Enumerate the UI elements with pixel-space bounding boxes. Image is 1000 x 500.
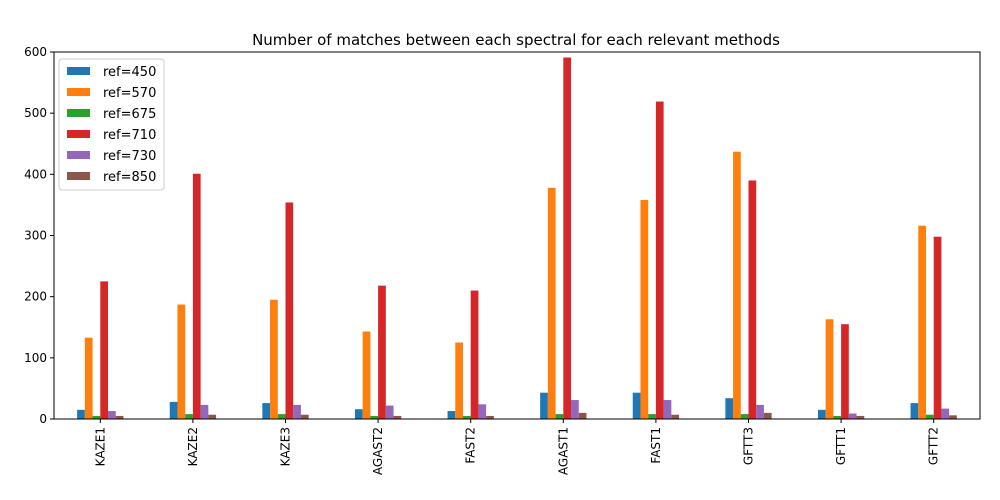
bar-ref-675-gftt3 [740, 414, 749, 419]
bar-ref-850-gftt1 [856, 415, 865, 419]
bar-ref-730-agast2 [385, 405, 394, 419]
bar-ref-850-gftt2 [949, 415, 957, 419]
legend-swatch [67, 88, 90, 96]
x-axis: KAZE1 KAZE2 KAZE3 AGAST2 FAST2 AGAST1 FAST1 GFT… [93, 419, 941, 475]
bar-ref-850-fast2 [486, 415, 494, 419]
bar-ref-570-agast1 [547, 187, 556, 419]
bar-ref-675-kaze2 [185, 414, 193, 419]
bar-ref-450-gftt3 [725, 398, 734, 419]
x-tick-label: KAZE2 [186, 427, 200, 466]
bar-ref-730-gftt3 [756, 404, 764, 419]
x-tick-label: FAST1 [649, 427, 663, 464]
bar-ref-450-agast2 [354, 409, 363, 419]
x-tick-label: KAZE3 [279, 427, 293, 466]
y-axis: 0 100 200 300 400 500 600 [24, 45, 54, 426]
bar-ref-710-agast2 [378, 285, 386, 419]
bar-ref-710-gftt2 [933, 236, 942, 419]
legend-label: ref=850 [103, 170, 156, 185]
y-tick-label: 300 [24, 229, 47, 243]
bar-ref-570-kaze1 [84, 337, 93, 419]
plot-frame [53, 51, 981, 420]
bar-ref-675-fast2 [462, 415, 471, 419]
bar-ref-710-kaze3 [285, 202, 294, 419]
legend-label: ref=730 [103, 149, 156, 164]
legend-swatch [67, 172, 90, 180]
bar-ref-570-fast1 [640, 200, 649, 419]
y-tick-label: 600 [24, 45, 47, 59]
bar-ref-675-gftt1 [833, 415, 842, 419]
bar-ref-710-kaze2 [192, 173, 201, 419]
bar-ref-450-gftt1 [817, 409, 826, 419]
bar-ref-675-agast1 [555, 414, 564, 419]
bar-ref-850-kaze2 [208, 414, 217, 419]
bar-ref-450-fast2 [447, 411, 456, 419]
bar-ref-450-fast1 [632, 392, 641, 419]
bar-ref-570-agast2 [362, 331, 371, 419]
y-tick-label: 200 [24, 290, 47, 304]
bar-ref-570-kaze2 [177, 304, 186, 419]
x-tick-label: AGAST2 [371, 427, 385, 475]
x-tick-label: FAST2 [464, 427, 478, 464]
plot-area [77, 57, 957, 420]
legend-swatch [67, 109, 90, 117]
bar-ref-710-fast2 [470, 290, 479, 419]
bar-ref-850-gftt3 [763, 412, 772, 419]
x-tick-label: AGAST1 [556, 427, 570, 475]
x-tick-label: KAZE1 [93, 427, 107, 466]
bar-ref-730-gftt2 [941, 408, 950, 419]
chart-title: Number of matches between each spectral … [252, 31, 780, 49]
bar-ref-850-kaze3 [300, 414, 309, 419]
bar-ref-710-agast1 [563, 57, 572, 419]
x-tick-label: GFTT1 [834, 427, 848, 465]
bar-ref-730-gftt1 [848, 413, 857, 419]
bar-ref-730-kaze2 [200, 404, 209, 419]
bar-ref-730-agast1 [571, 400, 579, 419]
bar-ref-450-kaze3 [262, 403, 271, 419]
bar-ref-570-kaze3 [270, 299, 278, 419]
legend-swatch [67, 67, 90, 75]
bar-ref-850-fast1 [671, 414, 680, 419]
legend-label: ref=570 [103, 86, 156, 101]
legend-swatch [67, 130, 90, 138]
bar-ref-710-kaze1 [100, 281, 109, 420]
y-tick-label: 500 [24, 106, 47, 120]
y-tick-label: 100 [24, 351, 47, 365]
bar-ref-450-kaze2 [169, 401, 178, 419]
legend: ref=450 ref=570 ref=675 ref=710 ref=730 ref=8… [58, 58, 165, 191]
bar-ref-570-gftt3 [733, 151, 741, 419]
bar-ref-570-gftt2 [918, 225, 926, 419]
bar-ref-850-agast1 [578, 412, 587, 419]
y-tick-label: 400 [24, 167, 47, 181]
bar-ref-450-agast1 [540, 392, 548, 419]
legend-label: ref=675 [103, 107, 156, 122]
bar-ref-675-gftt2 [925, 414, 934, 419]
bar-ref-730-fast1 [663, 400, 672, 419]
bar-ref-570-gftt1 [825, 319, 834, 419]
legend-label: ref=710 [103, 128, 156, 143]
bar-ref-850-agast2 [393, 415, 402, 419]
bar-ref-675-kaze1 [92, 415, 101, 419]
bar-ref-675-agast2 [370, 415, 379, 419]
bar-ref-675-fast1 [648, 414, 656, 419]
bar-ref-710-gftt3 [748, 180, 757, 419]
bar-ref-450-gftt2 [910, 403, 919, 419]
x-tick-label: GFTT3 [742, 427, 756, 465]
bar-ref-730-fast2 [478, 404, 487, 419]
bar-ref-730-kaze1 [108, 411, 116, 419]
bar-ref-730-kaze3 [293, 404, 301, 419]
bar-ref-675-kaze3 [277, 414, 286, 419]
bar-ref-570-fast2 [455, 342, 463, 419]
y-tick-label: 0 [39, 412, 47, 426]
bar-ref-710-fast1 [655, 101, 664, 420]
bar-ref-710-gftt1 [841, 324, 849, 419]
x-tick-label: GFTT2 [927, 427, 941, 465]
legend-label: ref=450 [103, 65, 156, 80]
bar-ref-450-kaze1 [77, 409, 85, 419]
legend-swatch [67, 151, 90, 159]
bar-ref-850-kaze1 [115, 415, 124, 419]
